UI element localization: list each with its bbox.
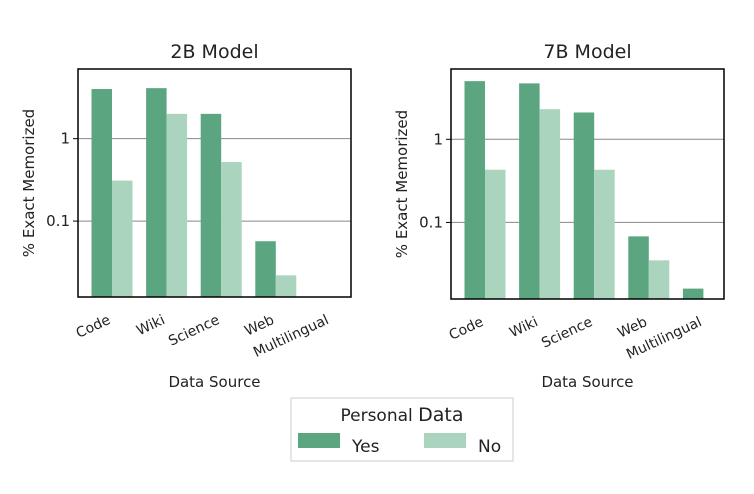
y-tick-label: 1 xyxy=(60,130,70,148)
bar-yes-multilingual xyxy=(682,288,704,299)
x-tick-label: Code xyxy=(447,314,486,344)
y-axis-label: % Exact Memorized xyxy=(20,109,38,257)
panel-2b: 2B Model % Exact Memorized Data Source 0… xyxy=(20,41,352,391)
x-tick-label: Science xyxy=(166,312,222,349)
bar-yes-science xyxy=(573,112,595,300)
bar-no-code xyxy=(112,180,133,297)
bar-yes-code xyxy=(464,81,485,300)
bar-yes-wiki xyxy=(519,83,540,300)
x-tick-label: Web xyxy=(242,312,277,339)
y-ticks: 0.11 xyxy=(419,130,451,231)
bar-yes-web xyxy=(628,236,649,299)
bar-yes-code xyxy=(91,89,112,297)
bars xyxy=(91,88,297,298)
bar-no-wiki xyxy=(166,113,188,298)
bar-yes-science xyxy=(200,113,222,298)
panel-7b: 7B Model % Exact Memorized Data Source 0… xyxy=(393,41,725,391)
y-tick-label: 0.1 xyxy=(46,212,70,230)
bar-yes-wiki xyxy=(146,88,167,297)
x-tick-label: Wiki xyxy=(507,314,540,341)
y-tick-label: 1 xyxy=(433,130,443,148)
bar-no-web xyxy=(275,275,297,297)
legend-box xyxy=(290,397,514,462)
bar-no-code xyxy=(485,169,506,299)
x-axis-label: Data Source xyxy=(541,373,633,391)
bar-no-science xyxy=(594,169,615,299)
x-tick-label: Web xyxy=(615,314,650,341)
x-tick-label: Wiki xyxy=(134,312,167,339)
legend-label-yes: Yes xyxy=(351,437,380,457)
plot-frame xyxy=(450,68,725,300)
x-axis-label: Data Source xyxy=(168,373,260,391)
legend-swatch-yes xyxy=(298,433,340,448)
y-ticks: 0.11 xyxy=(46,130,78,230)
y-axis-label: % Exact Memorized xyxy=(393,110,411,258)
legend-swatch-no xyxy=(424,433,466,448)
legend-title-prefix: Personal xyxy=(340,406,412,426)
panel-title: 7B Model xyxy=(543,41,631,63)
legend-label-no: No xyxy=(478,437,501,457)
panel-title: 2B Model xyxy=(170,41,258,63)
x-tick-label: Code xyxy=(74,312,113,342)
bar-yes-web xyxy=(255,241,276,297)
legend: Personal Data Yes No xyxy=(290,397,514,462)
legend-title-word: Data xyxy=(418,404,463,426)
plot-frame xyxy=(77,68,352,298)
y-tick-label: 0.1 xyxy=(419,213,443,231)
bars xyxy=(464,81,704,300)
x-tick-label: Science xyxy=(539,314,595,351)
legend-title: Personal Data xyxy=(340,404,463,426)
bar-no-wiki xyxy=(539,109,561,300)
bar-no-science xyxy=(221,162,242,297)
bar-no-web xyxy=(648,260,670,299)
